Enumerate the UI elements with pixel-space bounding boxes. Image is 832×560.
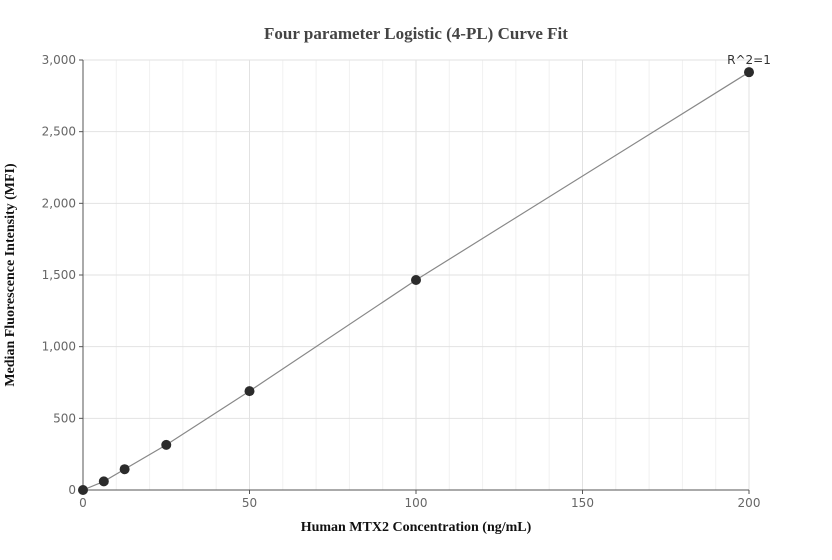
x-tick-label: 150 <box>571 496 594 510</box>
axes: 0 500 1,000 1,500 2,000 2,500 3,000 0 50 100 150 20… <box>42 53 761 510</box>
y-tick-label: 2,500 <box>42 125 76 139</box>
x-tick-label: 0 <box>79 496 87 510</box>
y-tick-label: 500 <box>53 411 76 425</box>
data-point <box>744 67 754 78</box>
r-squared-annotation: R^2=1 <box>727 53 771 67</box>
y-tick-label: 1,000 <box>42 340 76 354</box>
y-axis-title: Median Fluorescence Intensity (MFI) <box>3 163 18 387</box>
data-point <box>98 476 109 487</box>
y-tick-label: 1,500 <box>42 268 76 282</box>
chart-title: Four parameter Logistic (4-PL) Curve Fit <box>264 24 568 43</box>
x-axis-title: Human MTX2 Concentration (ng/mL) <box>301 520 532 535</box>
data-points <box>78 67 754 495</box>
x-tick-label: 200 <box>738 496 761 510</box>
y-tick-label: 0 <box>68 483 76 497</box>
y-tick-label: 3,000 <box>42 53 76 67</box>
x-tick-label: 100 <box>405 496 428 510</box>
grid-lines <box>83 59 750 490</box>
data-point <box>78 485 88 495</box>
data-point <box>119 464 130 475</box>
data-point <box>244 386 255 397</box>
y-tick-label: 2,000 <box>42 196 76 210</box>
data-point <box>161 439 172 450</box>
data-point <box>411 275 421 286</box>
x-tick-label: 50 <box>242 496 257 510</box>
